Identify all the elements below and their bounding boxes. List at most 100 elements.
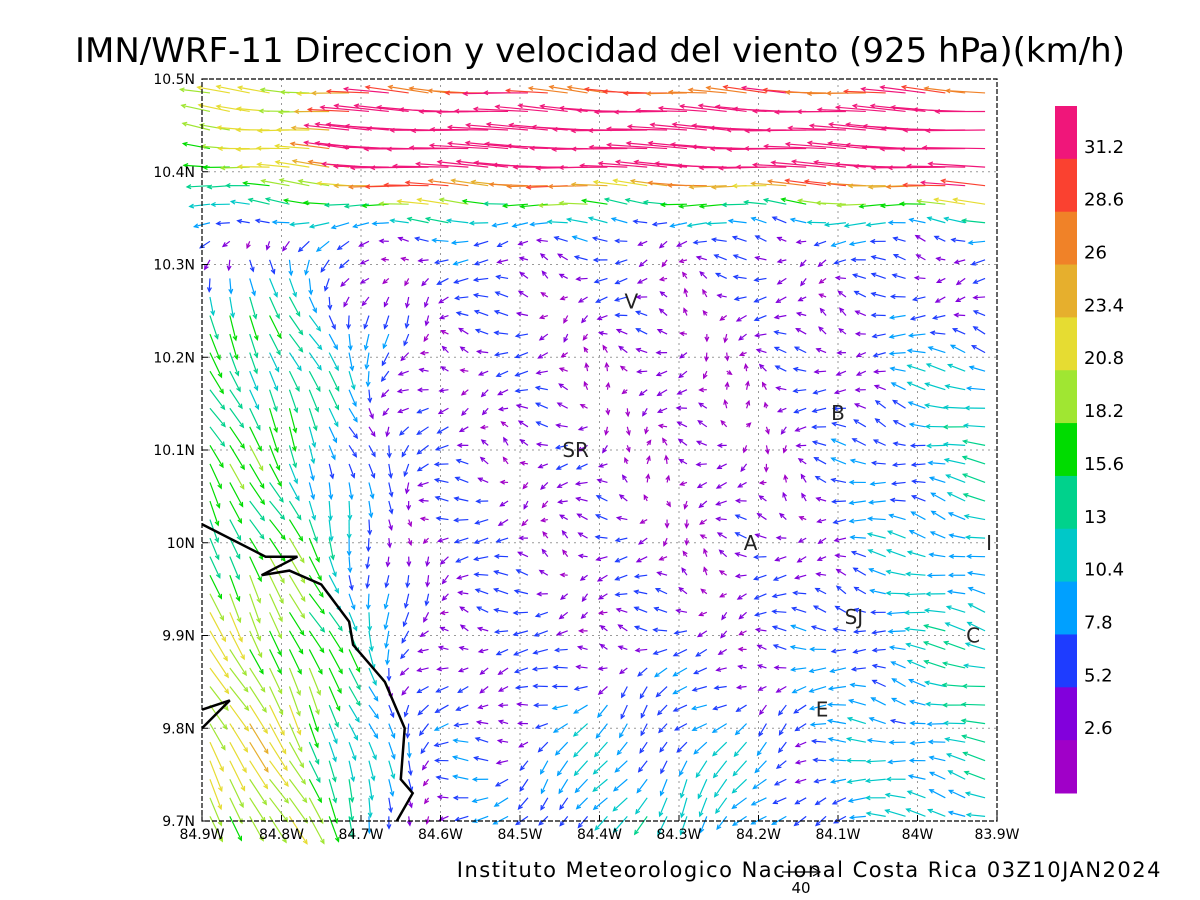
wind-vector-head [373, 696, 379, 702]
wind-vector-shaft [388, 538, 391, 548]
wind-vector-head [438, 298, 444, 304]
wind-vector-head [275, 465, 281, 471]
wind-vector-shaft [657, 571, 668, 576]
wind-vector-head [773, 346, 780, 352]
wind-vector-head [684, 523, 690, 529]
wind-vector-shaft [796, 328, 807, 335]
wind-vector-head [830, 438, 837, 444]
wind-vector-shaft [854, 419, 867, 428]
wind-vector-shaft [875, 400, 887, 409]
wind-vector-shaft [559, 611, 569, 619]
wind-vector-head [390, 773, 396, 780]
wind-vector-head [790, 159, 797, 165]
reference-vector-head [812, 867, 822, 877]
wind-vector-head [965, 812, 972, 818]
wind-vector-shaft [796, 240, 807, 243]
wind-vector-head [263, 783, 269, 790]
wind-vector-shaft [728, 220, 747, 224]
wind-vector-head [904, 626, 910, 632]
wind-vector-shaft [735, 552, 747, 558]
wind-vector-head [813, 369, 820, 375]
wind-vector-head [551, 126, 558, 132]
wind-vector-head [814, 800, 821, 806]
wind-vector-head [605, 126, 612, 132]
wind-vector-shaft [249, 704, 268, 734]
wind-vector-head [793, 708, 799, 714]
wind-vector-shaft [368, 445, 376, 457]
wind-vector-shaft [209, 500, 219, 526]
wind-vector-head [202, 164, 208, 170]
wind-vector-head [416, 449, 423, 455]
wind-vector-shaft [717, 463, 727, 469]
wind-vector-head [385, 659, 391, 666]
wind-vector-head [693, 669, 699, 675]
wind-vector-shaft [559, 797, 569, 810]
wind-vector-shaft [913, 296, 926, 301]
wind-vector-head [583, 86, 590, 92]
wind-vector-head [745, 399, 751, 406]
wind-vector-head [702, 309, 708, 316]
wind-vector-head [297, 246, 304, 253]
wind-vector-head [604, 429, 609, 436]
wind-vector-head [579, 575, 586, 581]
wind-vector-head [658, 555, 665, 561]
wind-vector-head [399, 430, 405, 436]
wind-vector-head [963, 514, 970, 519]
wind-vector-shaft [388, 760, 395, 779]
wind-vector-head [576, 446, 583, 452]
wind-vector-shaft [849, 518, 866, 523]
wind-vector-head [552, 664, 559, 670]
wind-vector-head [253, 368, 258, 375]
wind-vectors [178, 84, 986, 845]
wind-vector-head [743, 362, 749, 369]
wind-vector-head [436, 794, 443, 800]
wind-vector-shaft [229, 389, 243, 409]
wind-vector-head [455, 558, 461, 563]
wind-vector-head [440, 330, 446, 335]
wind-vector-shaft [229, 296, 234, 318]
wind-vector-head [558, 200, 565, 206]
wind-vector-shaft [868, 533, 886, 539]
wind-vector-shaft [292, 127, 330, 131]
wind-vector-shaft [755, 333, 767, 337]
wind-vector-head [553, 236, 560, 241]
wind-vector-shaft [269, 612, 282, 639]
wind-vector-head [906, 364, 913, 369]
wind-vector-head [310, 90, 317, 96]
wind-vector-shaft [249, 389, 259, 410]
wind-vector-shaft [409, 147, 469, 150]
wind-vector-head [508, 122, 515, 128]
wind-vector-head [438, 314, 445, 320]
wind-vector-head [302, 839, 308, 845]
wind-vector-shaft [772, 216, 787, 224]
wind-vector-shaft [459, 646, 469, 650]
wind-vector-head [925, 701, 931, 707]
wind-vector-shaft [419, 499, 429, 502]
wind-vector-head [480, 439, 487, 445]
wind-vector-shaft [946, 474, 966, 484]
wind-vector-head [852, 629, 859, 635]
wind-vector-head [697, 793, 703, 800]
wind-vector-shaft [782, 492, 787, 502]
wind-vector-shaft [514, 648, 529, 656]
wind-vector-shaft [269, 296, 280, 319]
wind-vector-head [223, 672, 229, 679]
wind-vector-shaft [871, 273, 886, 279]
wind-vector-head [214, 334, 219, 340]
wind-vector-head [314, 140, 321, 146]
wind-vector-shaft [679, 352, 688, 359]
wind-vector-head [315, 557, 320, 563]
wind-vector-head [961, 683, 968, 689]
wind-vector-shaft [558, 500, 568, 503]
wind-vector-shaft [792, 607, 807, 613]
wind-vector-head [783, 474, 789, 480]
wind-vector-shaft [557, 481, 568, 488]
wind-vector-head [827, 702, 833, 708]
wind-vector-head [293, 407, 299, 414]
wind-vector-head [597, 463, 604, 468]
wind-vector-shaft [249, 408, 261, 430]
wind-vector-shaft [249, 259, 254, 272]
wind-vector-head [316, 365, 322, 371]
wind-vector-shaft [455, 815, 469, 821]
